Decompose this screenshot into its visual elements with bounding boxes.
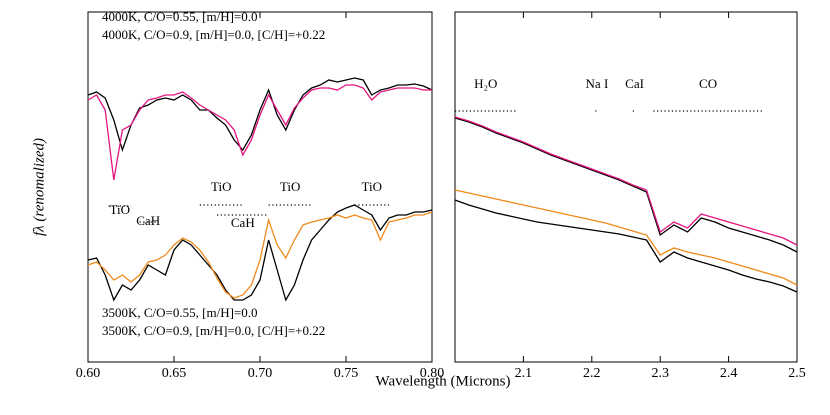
y-axis-label: fλ (renomalized) bbox=[31, 138, 47, 236]
x-tick-label: 2.3 bbox=[651, 366, 669, 381]
spectrum-line bbox=[454, 189, 798, 286]
x-tick-label: 0.75 bbox=[334, 366, 359, 381]
spectrum-line bbox=[87, 211, 433, 299]
x-tick-label: 2.1 bbox=[515, 366, 533, 381]
feature-label: TiO bbox=[211, 179, 231, 194]
x-tick-label: 2.5 bbox=[788, 366, 806, 381]
legend-label: 4000K, C/O=0.55, [m/H]=0.0 bbox=[102, 9, 258, 24]
spectrum-line bbox=[87, 77, 433, 153]
feature-label: TiO bbox=[362, 179, 382, 194]
feature-label: CaH bbox=[136, 213, 160, 228]
spectrum-line bbox=[454, 199, 798, 293]
feature-label: H₂O bbox=[474, 76, 497, 91]
plot-frame bbox=[454, 11, 798, 363]
spectrum-line bbox=[454, 116, 798, 246]
x-tick-label: 0.65 bbox=[162, 366, 187, 381]
legend-label: 3500K, C/O=0.55, [m/H]=0.0 bbox=[102, 305, 258, 320]
spectrum-line bbox=[454, 117, 798, 253]
spectrum-line bbox=[87, 84, 432, 181]
x-tick-label: 0.70 bbox=[248, 366, 273, 381]
x-tick-label: 0.80 bbox=[420, 366, 445, 381]
x-tick-label: 2.2 bbox=[583, 366, 601, 381]
x-tick-label: 0.60 bbox=[76, 366, 101, 381]
feature-label: CaH bbox=[231, 215, 255, 230]
x-tick-label: 2.4 bbox=[720, 366, 738, 381]
feature-label: CO bbox=[699, 76, 717, 91]
feature-label: TiO bbox=[280, 179, 300, 194]
spectrum-line bbox=[87, 204, 433, 302]
feature-label: TiO bbox=[110, 202, 130, 217]
feature-label: Na I bbox=[586, 76, 609, 91]
legend-label: 3500K, C/O=0.9, [m/H]=0.0, [C/H]=+0.22 bbox=[102, 323, 325, 338]
x-axis-label: Wavelength (Microns) bbox=[376, 373, 511, 389]
legend-label: 4000K, C/O=0.9, [m/H]=0.0, [C/H]=+0.22 bbox=[102, 27, 325, 42]
feature-label: CaI bbox=[625, 76, 644, 91]
